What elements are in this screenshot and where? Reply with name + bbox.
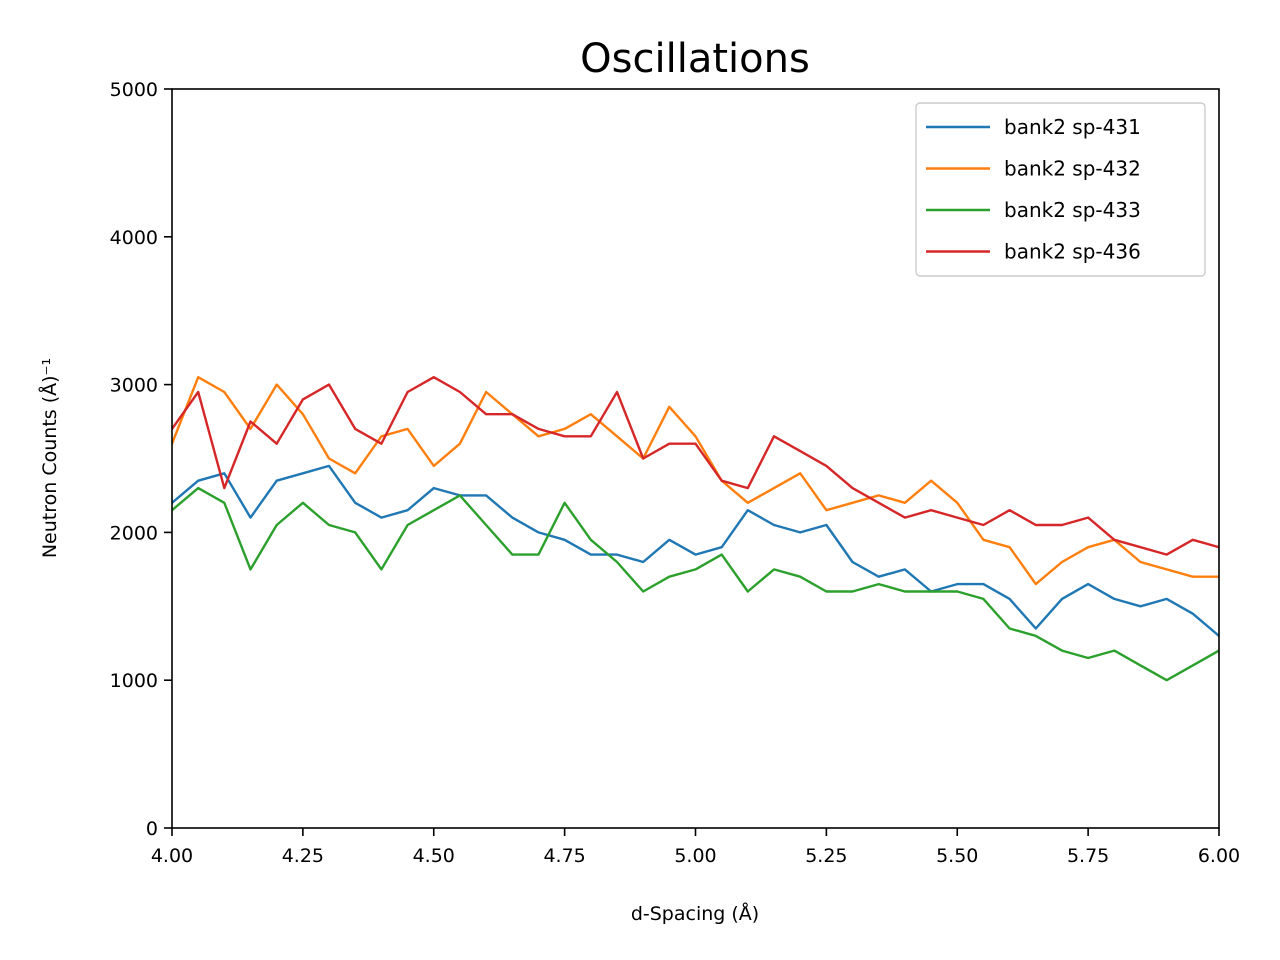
y-tick-label: 2000 [110,522,158,544]
legend-label: bank2 sp-431 [1004,115,1141,139]
x-tick-label: 5.25 [805,845,847,867]
x-tick-label: 4.75 [543,845,585,867]
y-tick-label: 4000 [110,227,158,249]
x-tick-label: 5.50 [936,845,978,867]
x-tick-label: 5.00 [674,845,716,867]
legend-label: bank2 sp-432 [1004,157,1141,181]
legend-box [915,102,1206,277]
x-tick-label: 6.00 [1198,845,1240,867]
legend: bank2 sp-431 bank2 sp-432 bank2 sp-433 bank… [915,102,1206,277]
chart-title: Oscillations [580,36,810,82]
x-tick-label: 5.75 [1067,845,1109,867]
x-axis-label: d-Spacing (Å) [631,902,759,925]
y-tick-label: 5000 [110,79,158,101]
y-axis: 0 1000 2000 3000 4000 5000 [110,79,172,840]
x-tick-label: 4.25 [282,845,324,867]
y-tick-label: 1000 [110,670,158,692]
y-tick-label: 3000 [110,375,158,397]
series-line-2 [172,376,1219,586]
x-axis: 4.00 4.25 4.50 4.75 5.00 5.25 5.50 5.75 6.00 [151,828,1240,867]
x-tick-label: 4.00 [151,845,193,867]
x-tick-label: 4.50 [413,845,455,867]
y-tick-label: 0 [146,818,158,840]
legend-label: bank2 sp-433 [1004,198,1141,222]
series-line-4 [172,376,1219,556]
series-line-3 [172,486,1219,682]
series-line-1 [172,464,1219,638]
series-layer [172,376,1219,682]
y-axis-label: Neutron Counts (Å)⁻¹ [38,358,61,558]
legend-label: bank2 sp-436 [1004,240,1141,264]
